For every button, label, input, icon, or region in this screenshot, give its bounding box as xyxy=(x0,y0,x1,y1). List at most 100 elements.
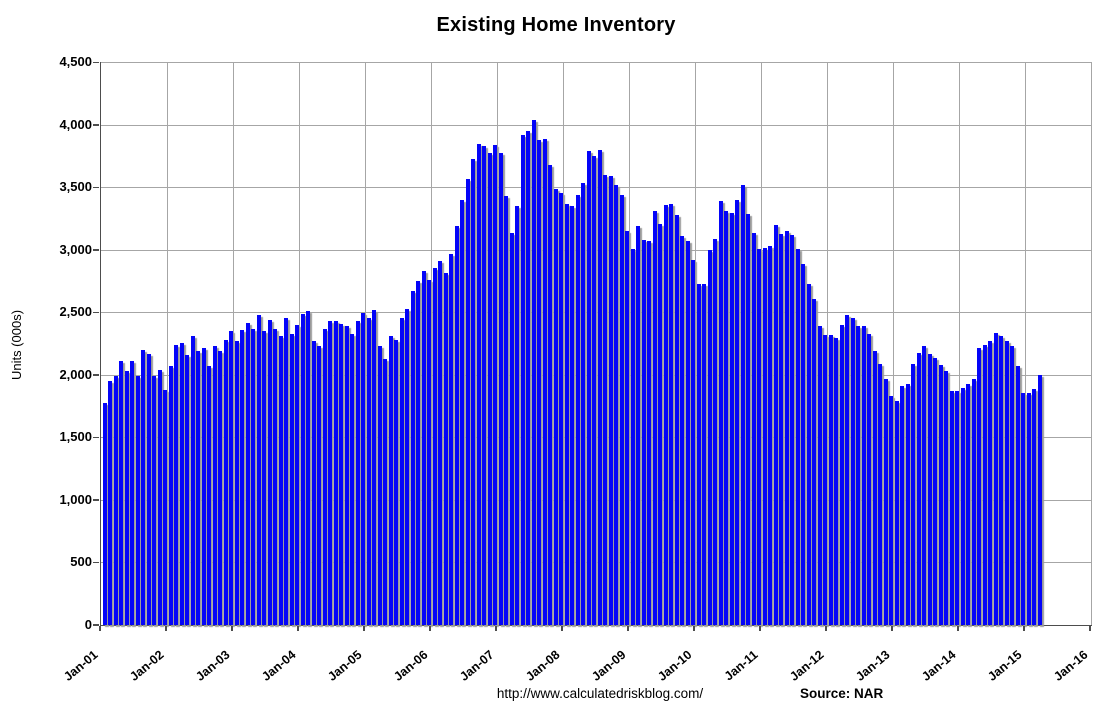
bar xyxy=(927,353,932,625)
bar xyxy=(713,238,717,625)
bar xyxy=(553,188,558,625)
y-axis-tick xyxy=(93,61,99,63)
bar xyxy=(652,211,657,625)
bar xyxy=(1004,341,1009,625)
y-axis-tick-label: 3,500 xyxy=(59,179,92,194)
bar xyxy=(234,340,239,625)
bar xyxy=(454,226,459,625)
bar xyxy=(317,346,321,625)
bar xyxy=(971,379,976,625)
y-axis-tick xyxy=(93,311,99,313)
bar xyxy=(300,313,305,625)
bar xyxy=(476,144,481,625)
bar xyxy=(245,322,250,625)
bar xyxy=(113,376,118,625)
bar xyxy=(603,175,607,625)
bar xyxy=(108,381,112,625)
bar xyxy=(817,326,822,625)
bar xyxy=(465,178,470,625)
bar xyxy=(812,298,816,625)
bar xyxy=(900,386,904,625)
bar xyxy=(427,280,431,625)
bar xyxy=(861,326,866,625)
bar xyxy=(966,383,970,625)
chart-title: Existing Home Inventory xyxy=(436,14,676,36)
x-axis-tick xyxy=(495,626,497,631)
y-axis-tick xyxy=(93,436,99,438)
bar xyxy=(586,151,591,625)
y-axis-tick xyxy=(93,124,99,126)
bar xyxy=(757,248,761,625)
bar xyxy=(916,352,921,625)
bar xyxy=(982,345,987,625)
bar xyxy=(933,357,937,625)
bar xyxy=(878,363,882,625)
y-axis-tick xyxy=(93,624,99,626)
x-axis-tick-label: Jan-04 xyxy=(259,647,299,684)
x-axis-tick xyxy=(429,626,431,631)
bar xyxy=(1037,375,1042,625)
x-axis-tick xyxy=(363,626,365,631)
bar xyxy=(564,204,569,625)
bar xyxy=(344,326,349,625)
bar xyxy=(421,271,426,625)
bar xyxy=(592,156,596,625)
bar xyxy=(570,205,574,625)
bar xyxy=(685,240,690,625)
horizontal-gridline xyxy=(101,562,1092,563)
y-axis-tick xyxy=(93,374,99,376)
bar xyxy=(168,366,173,625)
bar xyxy=(212,346,217,625)
bar xyxy=(779,233,783,625)
vertical-gridline xyxy=(1025,62,1026,625)
vertical-gridline xyxy=(431,62,432,625)
bar xyxy=(944,371,948,625)
bar xyxy=(135,376,140,625)
y-axis-tick xyxy=(93,186,99,188)
bar xyxy=(223,340,228,625)
bar xyxy=(157,370,162,625)
y-axis-tick-label: 1,000 xyxy=(59,491,92,507)
bar xyxy=(498,152,503,625)
x-axis-tick-label: Jan-02 xyxy=(127,647,167,684)
x-axis-tick xyxy=(957,626,959,631)
bar xyxy=(201,347,206,625)
bar xyxy=(388,336,393,625)
bar xyxy=(746,213,750,625)
bar xyxy=(152,376,156,625)
bar xyxy=(658,223,662,625)
x-axis-tick xyxy=(825,626,827,631)
bar xyxy=(251,329,255,625)
bar xyxy=(790,235,794,625)
plot-area xyxy=(100,62,1092,626)
bar xyxy=(575,195,580,625)
bar xyxy=(289,333,294,625)
bar xyxy=(548,165,552,625)
vertical-gridline xyxy=(299,62,300,625)
bar xyxy=(867,333,871,625)
horizontal-gridline xyxy=(101,187,1092,188)
bar xyxy=(619,195,624,625)
vertical-gridline xyxy=(563,62,564,625)
bar xyxy=(449,253,453,625)
bar xyxy=(625,231,629,625)
x-axis-tick xyxy=(627,626,629,631)
bar xyxy=(229,330,233,625)
bar xyxy=(256,315,261,625)
y-axis-tick-label: 4,000 xyxy=(59,116,92,132)
vertical-gridline xyxy=(365,62,366,625)
bar xyxy=(894,401,899,625)
bar xyxy=(179,342,184,625)
bar xyxy=(806,283,811,625)
bar xyxy=(443,272,448,625)
vertical-gridline xyxy=(629,62,630,625)
bar xyxy=(372,310,376,625)
x-axis-tick xyxy=(1023,626,1025,631)
x-axis-tick xyxy=(759,626,761,631)
bar xyxy=(999,335,1003,625)
bar xyxy=(1026,392,1031,625)
x-axis-tick xyxy=(297,626,299,631)
vertical-gridline xyxy=(761,62,762,625)
bar xyxy=(707,250,712,625)
bar xyxy=(196,351,200,625)
